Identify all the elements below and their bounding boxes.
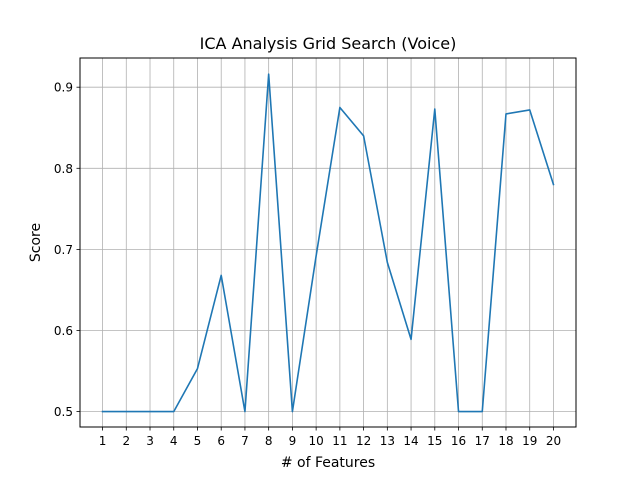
x-tick-label: 4 [170, 434, 178, 448]
grid [80, 58, 576, 427]
chart-title: ICA Analysis Grid Search (Voice) [200, 34, 457, 53]
y-tick-label: 0.6 [54, 324, 73, 338]
y-axis-label: Score [28, 223, 44, 262]
series-line [101, 73, 555, 413]
y-tick-label: 0.5 [54, 405, 73, 419]
x-tick-label: 18 [498, 434, 513, 448]
x-tick-label: 16 [451, 434, 466, 448]
x-tick-label: 20 [546, 434, 561, 448]
x-tick-label: 9 [289, 434, 297, 448]
x-tick-label: 12 [356, 434, 371, 448]
x-tick-label: 8 [265, 434, 273, 448]
x-tick-label: 1 [99, 434, 107, 448]
x-tick-label: 6 [217, 434, 225, 448]
y-tick-label: 0.7 [54, 243, 73, 257]
x-tick-label: 19 [522, 434, 537, 448]
x-tick-label: 14 [403, 434, 418, 448]
x-tick-label: 2 [122, 434, 130, 448]
x-tick-label: 11 [332, 434, 347, 448]
y-tick-label: 0.8 [54, 162, 73, 176]
series-group [101, 73, 555, 413]
y-axis-ticks: 0.5 0.6 0.7 0.8 0.9 [54, 81, 80, 419]
plot-frame [79, 57, 577, 428]
x-tick-label: 17 [475, 434, 490, 448]
y-tick-label: 0.9 [54, 81, 73, 95]
x-tick-label: 10 [308, 434, 323, 448]
x-tick-label: 15 [427, 434, 442, 448]
x-tick-label: 13 [380, 434, 395, 448]
x-axis-ticks: 1 2 3 4 5 6 7 8 9 10 11 12 13 14 15 16 17 18 19 20 [99, 427, 561, 448]
x-tick-label: 5 [194, 434, 202, 448]
x-axis-label: # of Features [281, 455, 375, 471]
x-tick-label: 3 [146, 434, 154, 448]
x-tick-label: 7 [241, 434, 249, 448]
